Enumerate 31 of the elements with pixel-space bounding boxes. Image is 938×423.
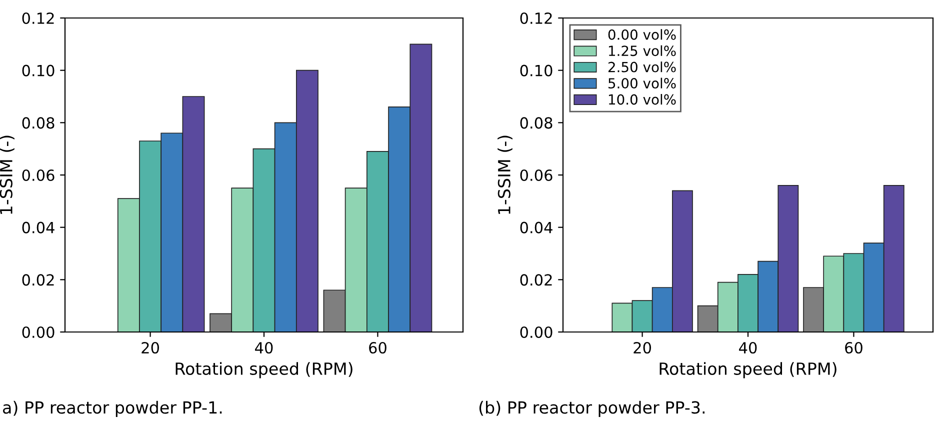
legend-label: 0.00 vol% [608,29,676,40]
y-tick-label: 0.04 [22,222,54,234]
y-tick-label: 0.02 [22,274,54,286]
x-tick-label: 40 [255,342,273,354]
y-tick-label: 0.02 [520,274,552,286]
y-tick-label: 0.10 [22,64,54,76]
y-tick-label: 0.12 [22,12,54,24]
x-axis-title: Rotation speed (RPM) [176,362,352,378]
y-tick-label: 0.04 [520,222,552,234]
y-axis-title: 1-SSIM (-) [0,136,14,214]
legend-label: 2.50 vol% [608,62,676,72]
y-tick-label: 0.08 [520,117,552,129]
text: (b) PP reactor powder PP-3. [479,400,705,417]
y-tick-label: 0.08 [22,117,54,129]
y-tick-label: 0.12 [520,12,552,24]
y-tick-label: 0.06 [520,169,552,182]
y-tick-label: 0.00 [520,326,552,338]
x-tick-label: 40 [739,342,757,354]
legend-label: 1.25 vol% [608,45,676,56]
x-axis-title: Rotation speed (RPM) [660,362,836,378]
y-tick-label: 0.00 [22,326,54,338]
y-tick-label: 0.10 [520,64,552,76]
x-tick-label: 60 [369,342,386,354]
legend-label: 5.00 vol% [608,78,676,89]
x-tick-label: 60 [845,342,862,354]
text: a) PP reactor powder PP-1. [3,400,222,417]
legend-label: 10.0 vol% [608,94,676,105]
x-tick-label: 20 [634,342,651,354]
y-axis-title: 1-SSIM (-) [498,136,512,214]
y-tick-label: 0.06 [22,169,54,182]
x-tick-label: 20 [142,342,159,354]
